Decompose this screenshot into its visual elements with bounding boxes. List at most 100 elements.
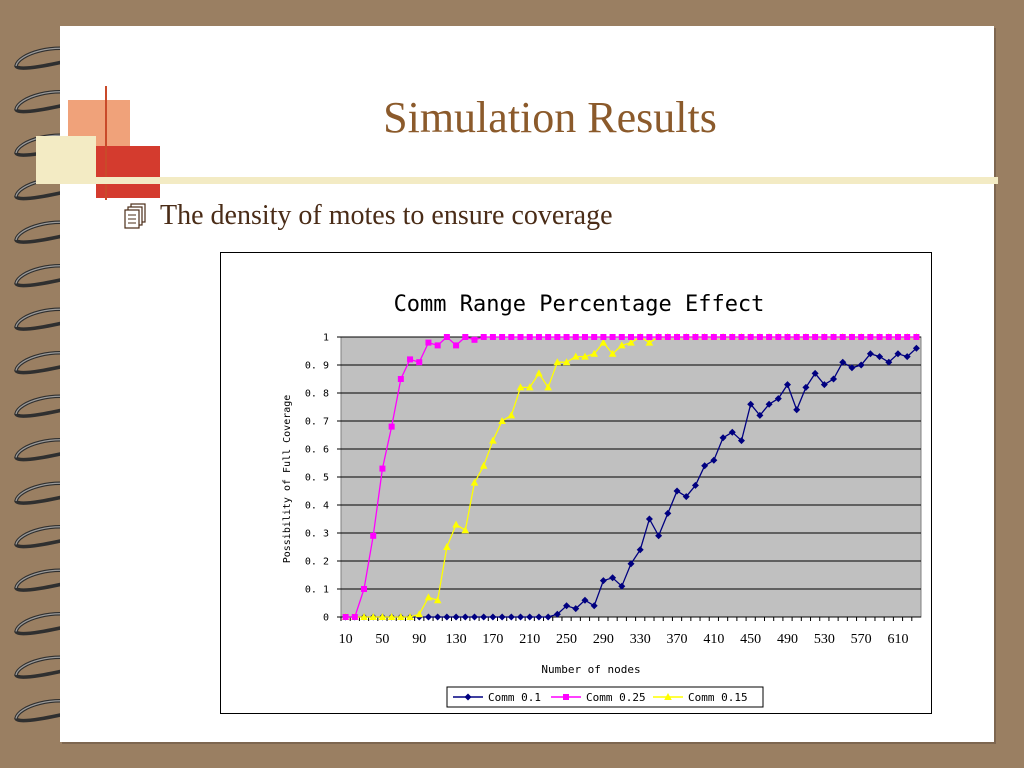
document-stack-icon <box>124 203 146 229</box>
y-tick-label: 0. 7 <box>305 417 329 428</box>
data-point <box>719 434 727 442</box>
data-point <box>434 342 441 349</box>
y-tick-label: 0. 4 <box>305 501 329 512</box>
data-point <box>572 334 579 340</box>
data-point <box>526 613 534 621</box>
data-point <box>553 358 562 366</box>
data-point <box>590 602 598 610</box>
x-axis-label: Number of nodes <box>541 663 640 676</box>
data-point <box>830 334 837 340</box>
data-point <box>830 375 838 383</box>
data-point <box>563 334 570 340</box>
data-point <box>655 532 663 540</box>
data-point <box>894 350 902 358</box>
data-point <box>728 428 736 436</box>
data-point <box>858 334 865 340</box>
data-point <box>600 334 607 340</box>
data-point <box>867 334 874 340</box>
x-tick-label: 450 <box>740 632 761 647</box>
data-point <box>433 596 442 604</box>
data-point <box>618 334 625 340</box>
data-point <box>544 383 552 391</box>
data-point <box>627 560 635 568</box>
y-tick-label: 0 <box>323 613 329 624</box>
line-chart: Comm Range Percentage Effect 0 0. 1 0. 2 0.… <box>282 292 922 708</box>
data-point <box>848 364 856 372</box>
data-point <box>443 334 450 340</box>
data-point <box>637 334 644 340</box>
data-point <box>793 334 800 340</box>
data-point <box>673 487 681 495</box>
y-tick-label: 0. 6 <box>305 445 329 456</box>
x-tick-label: 170 <box>482 632 503 647</box>
data-point <box>609 334 616 340</box>
data-point <box>516 383 525 391</box>
data-point <box>701 334 708 340</box>
data-point <box>572 605 580 613</box>
data-point <box>508 334 515 340</box>
data-point <box>535 369 543 377</box>
data-point <box>361 586 368 592</box>
data-point <box>683 334 690 340</box>
data-point <box>802 334 809 340</box>
data-point <box>820 381 828 389</box>
data-point <box>563 602 571 610</box>
data-point <box>378 613 387 620</box>
data-point <box>470 613 478 621</box>
data-point <box>351 614 358 620</box>
legend-marker <box>664 693 672 700</box>
data-point <box>424 593 433 601</box>
x-tick-label: 130 <box>446 632 467 647</box>
data-point <box>407 356 414 363</box>
data-point <box>499 334 506 340</box>
data-point <box>507 613 515 621</box>
data-point <box>876 334 883 340</box>
y-tick-label: 0. 3 <box>305 529 329 540</box>
data-point <box>894 334 901 340</box>
data-point <box>655 334 662 340</box>
data-point <box>461 613 469 621</box>
data-point <box>535 613 543 621</box>
data-point <box>452 520 460 528</box>
data-point <box>480 334 487 340</box>
data-point <box>904 334 911 340</box>
data-point <box>866 350 874 358</box>
data-point <box>784 381 792 389</box>
x-tick-label: 330 <box>630 632 651 647</box>
data-point <box>627 338 635 346</box>
x-tick-label: 10 <box>339 632 353 647</box>
data-point <box>599 338 608 346</box>
data-point <box>710 456 718 464</box>
data-point <box>617 341 626 349</box>
data-point <box>710 334 717 340</box>
data-point <box>461 526 470 534</box>
data-point <box>443 543 451 550</box>
data-point <box>581 334 588 340</box>
bullet-text: The density of motes to ensure coverage <box>160 200 613 231</box>
data-point <box>913 334 920 340</box>
legend-marker <box>563 694 569 700</box>
data-point <box>535 334 542 340</box>
data-point <box>646 334 653 340</box>
x-tick-label: 50 <box>375 632 389 647</box>
x-tick-label: 290 <box>593 632 614 647</box>
y-tick-label: 0. 8 <box>305 389 329 400</box>
data-point <box>387 613 396 620</box>
legend-marker <box>464 693 472 701</box>
data-point <box>682 493 690 501</box>
data-point <box>571 352 580 360</box>
data-point <box>470 478 479 486</box>
x-tick-label: 610 <box>887 632 908 647</box>
data-point <box>369 613 378 620</box>
x-tick-label: 90 <box>412 632 426 647</box>
data-point <box>691 481 699 489</box>
data-point <box>471 336 478 343</box>
data-point <box>645 515 653 523</box>
data-point <box>525 383 534 391</box>
data-point <box>674 334 681 340</box>
data-point <box>701 462 709 470</box>
data-point <box>498 613 506 621</box>
data-point <box>775 334 782 340</box>
data-point <box>848 334 855 340</box>
data-point <box>857 361 865 369</box>
